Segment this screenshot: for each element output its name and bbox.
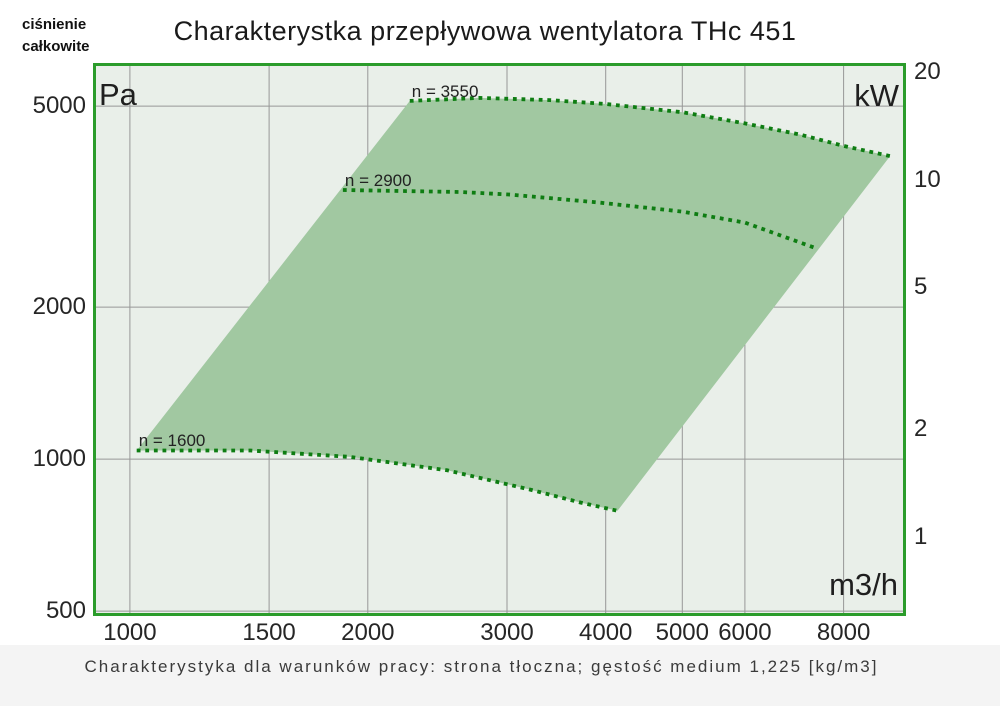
y-right-tick-label: 1 bbox=[914, 522, 928, 550]
x-tick-label: 5000 bbox=[655, 619, 709, 646]
operating-envelope-fill bbox=[136, 97, 891, 511]
y-right-unit-label: kW bbox=[854, 78, 899, 113]
x-tick-label: 6000 bbox=[718, 619, 772, 646]
curve-3550 bbox=[409, 95, 891, 158]
footer-band bbox=[0, 645, 1000, 706]
y-axis-caption-line2: całkowite bbox=[22, 38, 90, 55]
y-right-tick-label: 10 bbox=[914, 165, 941, 193]
curve-label-3550: n = 3550 bbox=[411, 81, 479, 101]
x-axis-unit-label: m3/h bbox=[829, 567, 898, 602]
x-tick-label: 1000 bbox=[103, 619, 157, 646]
plot-area: Pa kW m3/h n = 3550 n = 2900 n = 1600 bbox=[93, 63, 906, 616]
footer-caption: Charakterystyka dla warunków pracy: stro… bbox=[84, 657, 879, 676]
curve-label-2900: n = 2900 bbox=[344, 171, 412, 191]
y-left-tick-label: 5000 bbox=[32, 92, 86, 120]
x-tick-label: 1500 bbox=[242, 619, 296, 646]
y-right-tick-label: 5 bbox=[914, 273, 928, 301]
y-left-tick-label: 2000 bbox=[32, 293, 86, 321]
y-left-tick-label: 500 bbox=[45, 597, 86, 625]
x-tick-label: 8000 bbox=[816, 619, 871, 646]
y-left-unit-label: Pa bbox=[99, 77, 137, 112]
x-tick-label: 3000 bbox=[480, 619, 534, 646]
y-axis-caption: ciśnienie całkowite bbox=[22, 14, 90, 58]
curve-1600 bbox=[136, 448, 618, 513]
chart-title: Charakterystka przepływowa wentylatora T… bbox=[173, 16, 797, 46]
curve-label-1600: n = 1600 bbox=[138, 431, 206, 451]
x-tick-label: 4000 bbox=[579, 619, 633, 646]
y-axis-caption-line1: ciśnienie bbox=[22, 16, 87, 33]
y-right-tick-label: 2 bbox=[914, 415, 928, 443]
y-right-tick-label: 20 bbox=[914, 58, 941, 86]
x-tick-label: 2000 bbox=[341, 619, 395, 646]
plot-border bbox=[93, 63, 906, 616]
y-left-tick-label: 1000 bbox=[32, 445, 86, 473]
